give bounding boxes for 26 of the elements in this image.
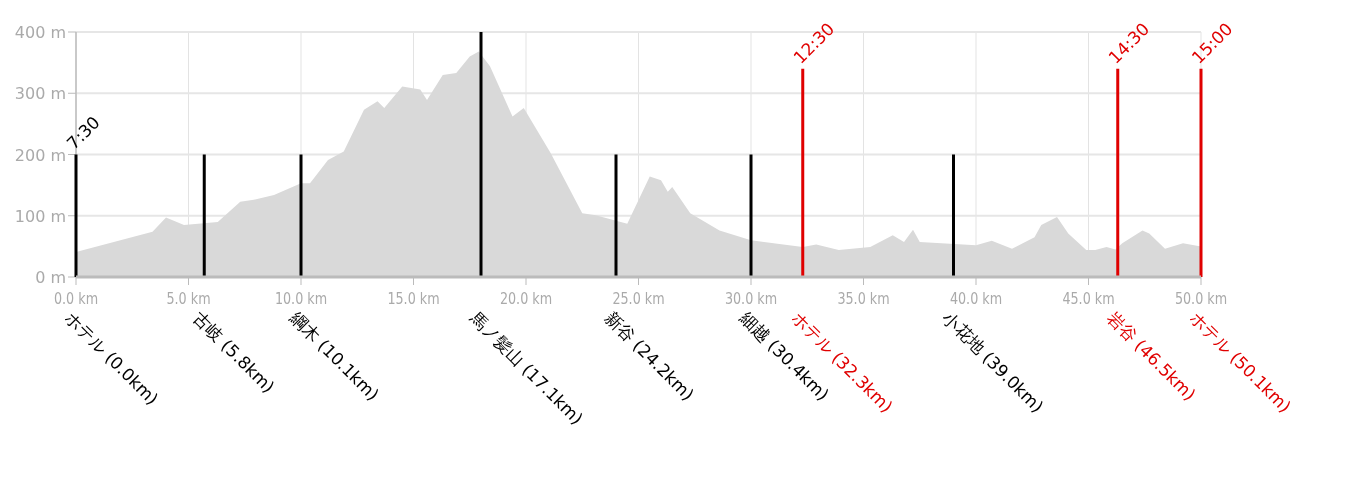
y-tick-label: 100 m	[14, 206, 66, 226]
x-tick-label: 50.0 km	[1174, 289, 1228, 308]
x-tick-label: 40.0 km	[949, 289, 1003, 308]
x-tick-label: 25.0 km	[612, 289, 665, 308]
x-tick-label: 10.0 km	[274, 289, 328, 308]
x-tick-label: 45.0 km	[1062, 289, 1115, 308]
y-tick-label: 200 m	[14, 145, 66, 165]
x-tick-label: 35.0 km	[837, 289, 890, 308]
bar	[614, 154, 618, 277]
x-tick-label: 20.0 km	[499, 289, 553, 308]
x-tick-label: 0.0 km	[53, 289, 99, 308]
bar	[74, 154, 78, 277]
bar	[801, 68, 805, 277]
bar	[952, 154, 955, 277]
bar	[1199, 68, 1203, 277]
bar	[749, 154, 753, 277]
bar	[479, 32, 483, 277]
y-tick-label: 400 m	[14, 23, 66, 42]
x-tick-label: 15.0 km	[387, 289, 440, 308]
y-tick-label: 0 m	[35, 268, 66, 287]
bar	[299, 154, 303, 277]
x-tick-label: 30.0 km	[724, 289, 778, 308]
bar	[202, 154, 206, 277]
x-tick-label: 5.0 km	[166, 289, 211, 308]
bar	[1116, 68, 1120, 277]
y-tick-label: 300 m	[14, 84, 66, 104]
